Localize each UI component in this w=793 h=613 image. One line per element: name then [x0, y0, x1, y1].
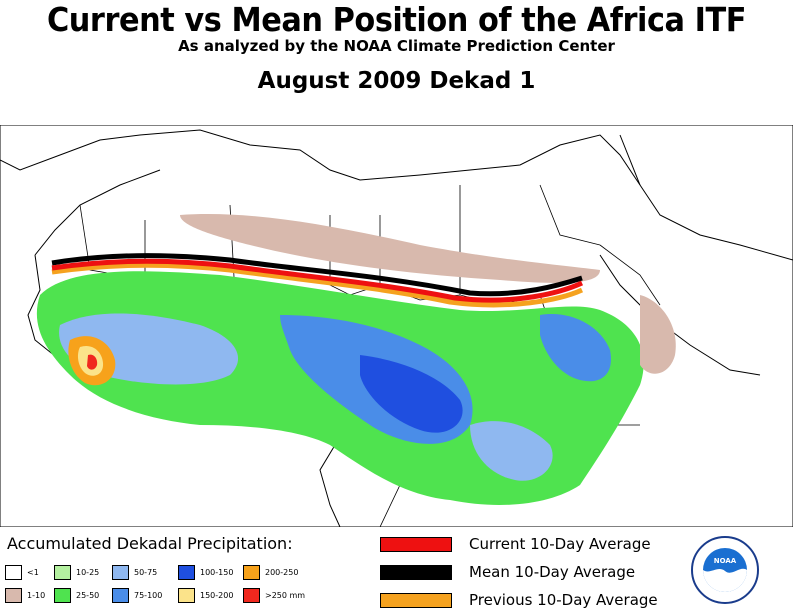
legend-swatch-label: 1-10 [27, 591, 46, 600]
legend-swatch-label: 50-75 [134, 568, 158, 577]
mean-itf-line [51, 253, 583, 297]
legend-swatch [54, 565, 71, 580]
legend-title: Accumulated Dekadal Precipitation: [7, 534, 293, 553]
legend-swatch-label: 10-25 [76, 568, 100, 577]
legend-swatch [178, 588, 195, 603]
legend-swatch-label: 150-200 [200, 591, 234, 600]
legend-swatch-label: <1 [27, 568, 39, 577]
legend-swatch-label: 100-150 [200, 568, 234, 577]
legend-swatch-label: 200-250 [265, 568, 299, 577]
legend-swatch [5, 588, 22, 603]
africa-precipitation-map [0, 125, 793, 527]
legend-swatch [112, 588, 129, 603]
current-line-label: Current 10-Day Average [469, 535, 651, 553]
legend-swatch [54, 588, 71, 603]
legend-swatch-label: 25-50 [76, 591, 100, 600]
mean-line-label: Mean 10-Day Average [469, 563, 636, 581]
legend-swatch [5, 565, 22, 580]
precipitation-field [36, 214, 676, 505]
legend-swatch [112, 565, 129, 580]
previous-line-label: Previous 10-Day Average [469, 591, 658, 609]
map-subtitle: As analyzed by the NOAA Climate Predicti… [178, 37, 615, 55]
previous-itf-line [51, 262, 584, 308]
legend-swatch [243, 588, 260, 603]
legend-swatch [243, 565, 260, 580]
legend-swatch-label: 75-100 [134, 591, 163, 600]
map-period: August 2009 Dekad 1 [257, 68, 536, 94]
current-itf-line [51, 258, 584, 303]
noaa-logo-text: NOAA [714, 557, 737, 565]
noaa-logo: NOAA [691, 536, 759, 604]
legend-swatch-label: >250 mm [265, 591, 306, 600]
mean-line-swatch [380, 565, 452, 580]
current-line-swatch [380, 537, 452, 552]
itf-lines [51, 253, 584, 308]
previous-line-swatch [380, 593, 452, 608]
map-title: Current vs Mean Position of the Africa I… [46, 0, 747, 39]
legend-swatch [178, 565, 195, 580]
